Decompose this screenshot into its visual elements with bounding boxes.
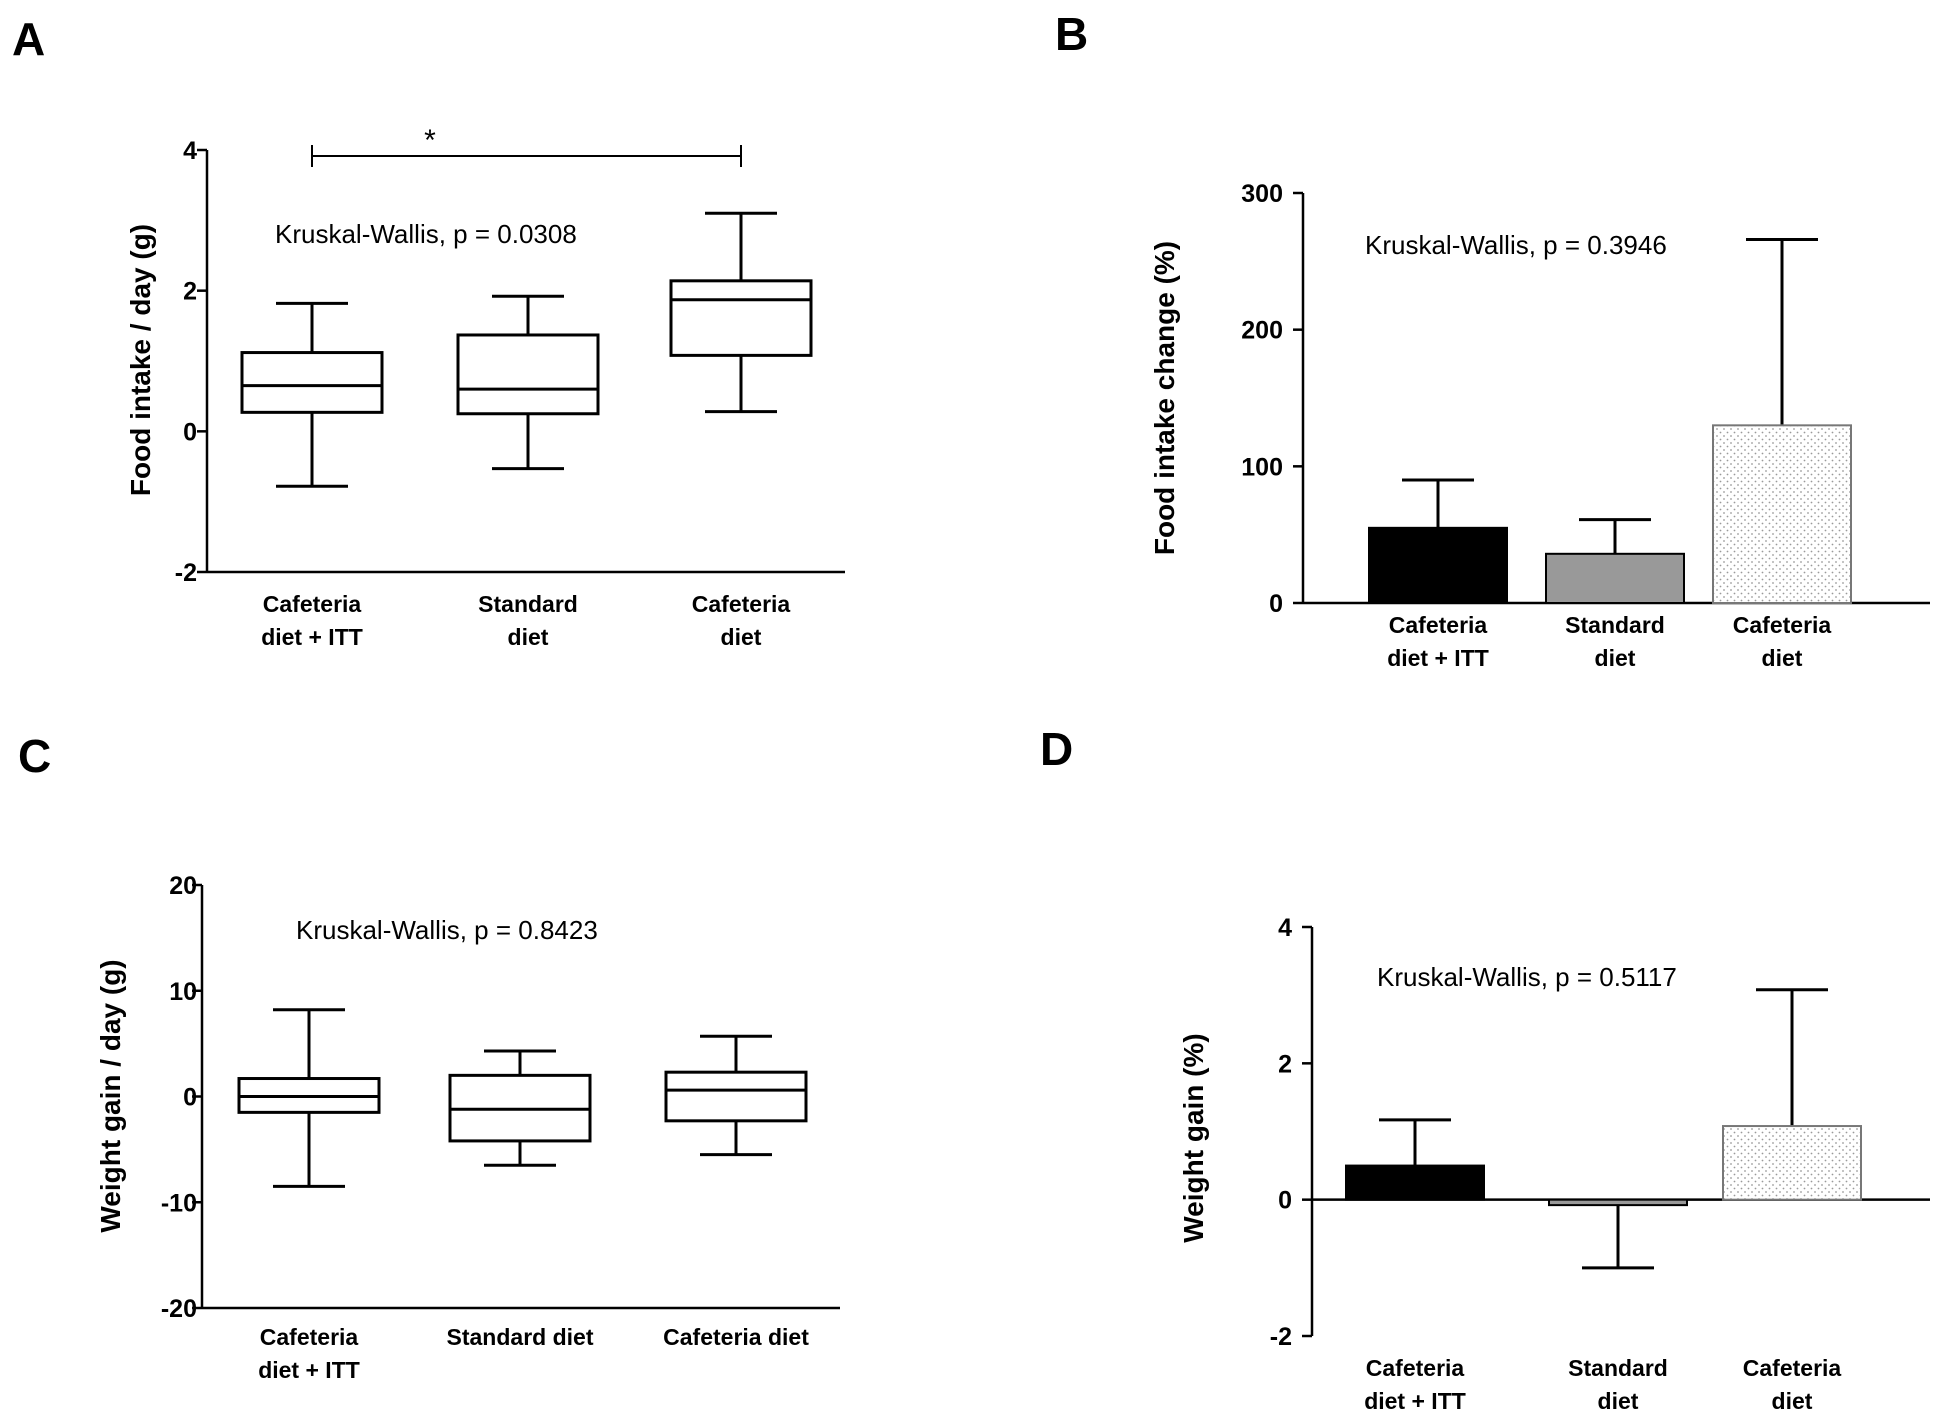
category-group: Standard diet <box>447 1049 594 1350</box>
panel-a: A -2 0 2 4 Food intake / day (g) Kruskal-Walli… <box>12 13 845 650</box>
panel-letter: A <box>12 13 45 65</box>
category-label: Cafeteria <box>1743 1355 1842 1381</box>
category-group: Cafeteria diet <box>669 211 813 650</box>
category-group: Cafeteria diet <box>663 1034 809 1350</box>
stat-annotation: Kruskal-Wallis, p = 0.0308 <box>275 219 577 249</box>
stat-annotation: Kruskal-Wallis, p = 0.8423 <box>296 915 598 945</box>
bar <box>1345 1164 1485 1201</box>
y-axis-label: Food intake change (%) <box>1149 241 1180 555</box>
category-label: Cafeteria <box>263 591 362 617</box>
category-group: Cafeteria diet + ITT <box>240 301 384 650</box>
category-label: Standard <box>1565 612 1665 638</box>
box-iqr <box>664 1070 808 1123</box>
y-tick-label: 4 <box>1278 914 1292 942</box>
category-label: diet + ITT <box>1387 645 1489 671</box>
y-tick-label: 0 <box>183 1084 197 1112</box>
y-tick-label: 0 <box>183 418 197 446</box>
category-label: Cafeteria <box>692 591 791 617</box>
panel-letter: B <box>1055 8 1088 60</box>
y-axis-label: Weight gain / day (g) <box>95 959 126 1232</box>
category-label: diet <box>1762 645 1803 671</box>
category-group: Standard diet <box>1548 1198 1688 1414</box>
bar <box>1368 526 1508 604</box>
category-label: Standard diet <box>447 1324 594 1350</box>
category-label: Standard <box>478 591 578 617</box>
y-tick-label: 2 <box>183 278 197 306</box>
y-tick-label: -20 <box>161 1295 197 1323</box>
y-tick-label: 20 <box>169 872 197 900</box>
category-label: Cafeteria diet <box>663 1324 809 1350</box>
panel-letter: D <box>1040 723 1073 775</box>
category-group: Cafeteria diet + ITT <box>237 1008 381 1383</box>
category-group: Cafeteria diet + ITT <box>1345 1118 1485 1414</box>
stat-annotation: Kruskal-Wallis, p = 0.5117 <box>1377 962 1677 992</box>
y-tick-label: -2 <box>1270 1323 1292 1351</box>
category-label: diet <box>508 624 549 650</box>
y-axis-label: Food intake / day (g) <box>125 224 156 496</box>
panel-c: C -20 -10 0 10 20 Weight gain / day (g) Kruskal… <box>18 730 840 1383</box>
category-label: diet <box>1598 1388 1639 1414</box>
category-label: Cafeteria <box>1389 612 1488 638</box>
y-tick-label: 300 <box>1241 180 1283 208</box>
y-tick-label: 10 <box>169 978 197 1006</box>
y-tick-label: 0 <box>1278 1187 1292 1215</box>
y-axis-label: Weight gain (%) <box>1178 1033 1209 1242</box>
category-group: Standard diet <box>1545 518 1685 671</box>
y-tick-label: 200 <box>1241 317 1283 345</box>
y-tick-label: -2 <box>175 559 197 587</box>
category-label: Cafeteria <box>1733 612 1832 638</box>
panel-letter: C <box>18 730 51 782</box>
y-tick-label: 100 <box>1241 453 1283 481</box>
category-label: diet + ITT <box>258 1357 360 1383</box>
category-label: Cafeteria <box>260 1324 359 1350</box>
panel-b: B 0 100 200 300 Food intake change (%) Kruskal… <box>1055 8 1930 671</box>
category-label: diet <box>721 624 762 650</box>
category-group: Cafeteria diet + ITT <box>1368 478 1508 671</box>
stat-annotation: Kruskal-Wallis, p = 0.3946 <box>1365 230 1667 260</box>
significance-label: * <box>424 124 436 157</box>
category-label: diet <box>1595 645 1636 671</box>
y-tick-label: 0 <box>1269 590 1283 618</box>
bar <box>1545 552 1685 604</box>
y-tick-label: -10 <box>161 1189 197 1217</box>
category-label: diet <box>1772 1388 1813 1414</box>
category-group: Cafeteria diet <box>1712 237 1852 671</box>
bar <box>1548 1198 1688 1207</box>
category-group: Standard diet <box>456 294 600 650</box>
box-iqr <box>240 351 384 414</box>
category-group: Cafeteria diet <box>1722 988 1862 1414</box>
box-iqr <box>456 333 600 416</box>
category-label: Standard <box>1568 1355 1668 1381</box>
box-iqr <box>669 279 813 357</box>
bar <box>1722 1125 1862 1201</box>
category-label: diet + ITT <box>261 624 363 650</box>
bar <box>1712 424 1852 605</box>
y-tick-label: 2 <box>1278 1050 1292 1078</box>
panel-d: D -2 0 2 4 Weight gain (%) Kruskal-Wallis, p =… <box>1040 723 1930 1414</box>
y-tick-label: 4 <box>183 137 197 165</box>
category-label: Cafeteria <box>1366 1355 1465 1381</box>
category-label: diet + ITT <box>1364 1388 1466 1414</box>
